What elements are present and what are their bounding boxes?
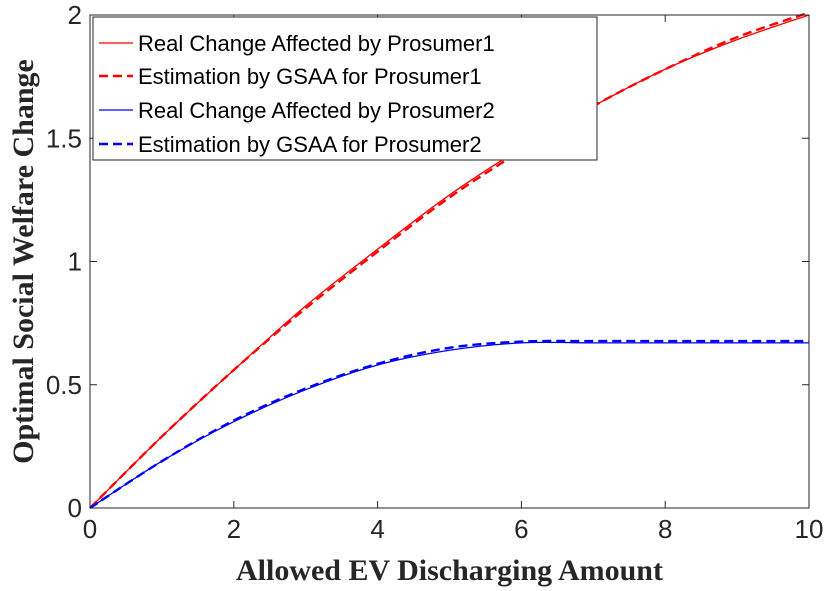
x-axis-title: Allowed EV Discharging Amount	[236, 554, 663, 587]
legend-label-estimation-by-gsaa-for-prosumer1: Estimation by GSAA for Prosumer1	[138, 64, 482, 89]
legend: Real Change Affected by Prosumer1 Estimat…	[92, 16, 598, 161]
y-tick-label: 1.5	[46, 123, 82, 153]
legend-label-estimation-by-gsaa-for-prosumer2: Estimation by GSAA for Prosumer2	[138, 132, 482, 157]
series-line-estimation-by-gsaa-for-prosumer1	[89, 11, 810, 509]
legend-label-real-change-affected-by-prosumer1: Real Change Affected by Prosumer1	[138, 31, 495, 56]
legend-label-real-change-affected-by-prosumer2: Real Change Affected by Prosumer2	[138, 98, 495, 123]
y-tick-label: 2	[68, 0, 82, 30]
series-layer	[89, 11, 810, 510]
x-tick-label: 2	[227, 514, 241, 544]
x-tick-label: 4	[370, 514, 384, 544]
y-axis-ticks: 0 0.5 1 1.5 2	[46, 0, 809, 523]
x-axis-ticks: 0 2 4 6 8 10	[83, 15, 824, 544]
x-tick-label: 6	[514, 514, 528, 544]
y-tick-label: 1	[68, 247, 82, 277]
y-axis-title: Optimal Social Welfare Change	[7, 59, 40, 464]
series-line-estimation-by-gsaa-for-prosumer2	[89, 339, 809, 510]
y-tick-label: 0.5	[46, 370, 82, 400]
legend-box	[92, 16, 598, 161]
x-tick-label: 8	[658, 514, 672, 544]
x-tick-label: 0	[83, 514, 97, 544]
y-tick-label: 0	[68, 493, 82, 523]
x-tick-label: 10	[795, 514, 824, 544]
